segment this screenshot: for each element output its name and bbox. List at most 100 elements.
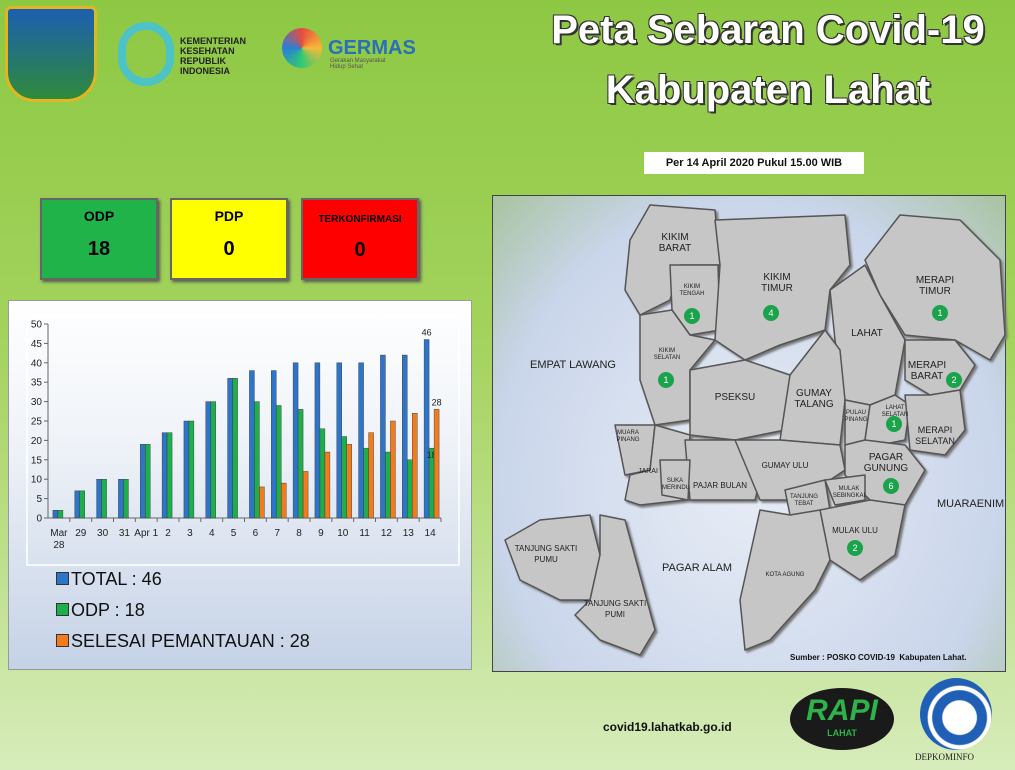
bar xyxy=(254,401,260,519)
y-tick-label: 40 xyxy=(31,358,43,369)
region-label: TANJUNG TEBAT xyxy=(790,494,818,507)
case-count: 1 xyxy=(886,416,902,432)
legend-swatch xyxy=(56,572,69,585)
region-label: MERAPI TIMUR xyxy=(915,275,955,297)
x-tick-label: 13 xyxy=(402,528,414,539)
bar xyxy=(276,405,282,519)
bar xyxy=(281,482,287,519)
bar xyxy=(302,471,309,519)
bar xyxy=(346,444,352,519)
region xyxy=(864,214,1006,361)
y-tick-label: 0 xyxy=(36,514,42,525)
region xyxy=(819,499,906,581)
region xyxy=(714,214,851,361)
bar xyxy=(57,510,64,519)
rapi-sub: LAHAT xyxy=(827,728,857,738)
case-count: 4 xyxy=(763,305,779,321)
legend-swatch xyxy=(56,634,69,647)
region-label: KIKIM TENGAH xyxy=(679,284,705,297)
neighbor-label: PAGAR ALAM xyxy=(662,562,733,574)
x-tick-label: 6 xyxy=(252,528,259,539)
region-label: KIKIM SELATAN xyxy=(653,348,681,361)
x-tick-label: 8 xyxy=(296,528,302,539)
kominfo-logo xyxy=(920,678,992,750)
bar xyxy=(166,432,173,519)
stat-label: ODP xyxy=(83,208,115,224)
germas-title: GERMAS xyxy=(328,37,416,59)
y-tick-label: 20 xyxy=(31,436,43,447)
stat-box: PDP 0 xyxy=(170,198,288,280)
bar xyxy=(145,444,151,519)
data-label: 46 xyxy=(422,328,432,338)
website: covid19.lahatkab.go.id xyxy=(603,720,732,734)
region-label: LAHAT xyxy=(851,328,883,339)
x-tick-label: 31 xyxy=(118,528,130,539)
region-label: TANJUNG SAKTI PUMI xyxy=(583,599,647,619)
x-tick-label: 29 xyxy=(75,528,87,539)
region-label: SUKA MERINDU xyxy=(662,478,690,491)
bar xyxy=(123,478,129,519)
bar xyxy=(412,413,418,519)
region-label: PAJAR BULAN xyxy=(692,481,748,490)
x-tick-label: 2 xyxy=(165,528,171,539)
ministry-name: KEMENTERIAN KESEHATAN REPUBLIK INDONESIA xyxy=(180,36,247,76)
case-count: 1 xyxy=(658,372,674,388)
neighbor-label: EMPAT LAWANG xyxy=(530,359,616,371)
region-label: MERAPI BARAT xyxy=(907,360,947,382)
bar xyxy=(390,420,396,519)
bar xyxy=(324,451,331,519)
stat-value: 18 xyxy=(87,238,111,260)
region-label: MUARA PINANG xyxy=(616,430,640,443)
x-tick-label: 12 xyxy=(380,528,392,539)
stat-label: PDP xyxy=(214,208,244,224)
x-tick-label: 7 xyxy=(274,528,281,539)
case-count: 6 xyxy=(883,478,899,494)
germas-logo xyxy=(282,28,322,68)
region xyxy=(739,509,831,651)
region-label: MULAK SEBINGKAI xyxy=(832,486,866,499)
region-label: KIKIM TIMUR xyxy=(761,272,793,294)
bar xyxy=(79,490,85,519)
bar xyxy=(433,409,440,519)
x-tick-label: 10 xyxy=(337,528,349,539)
data-label: 18 xyxy=(427,450,437,460)
title-line-1: Peta Sebaran Covid-19 xyxy=(551,8,985,52)
regency-emblem xyxy=(5,6,97,102)
x-tick-label: 4 xyxy=(208,528,215,539)
bar xyxy=(259,486,265,519)
region-label: GUMAY TALANG xyxy=(794,388,834,410)
stat-box: TERKONFIRMASI 0 xyxy=(301,198,419,280)
y-tick-label: 50 xyxy=(31,320,43,331)
case-count: 2 xyxy=(946,372,962,388)
region-label: TANJUNG SAKTI PUMU xyxy=(514,544,578,564)
region-label: KIKIM BARAT xyxy=(658,232,692,254)
stat-label: TERKONFIRMASI xyxy=(318,214,402,225)
data-label: 28 xyxy=(432,397,442,407)
source-note: Sumber : POSKO COVID-19 Kabupaten Lahat. xyxy=(790,653,967,662)
bar xyxy=(402,354,408,519)
stat-value: 0 xyxy=(223,238,235,260)
ministry-logo xyxy=(118,22,174,86)
region-label: PULAU PINANG xyxy=(844,410,868,423)
x-tick-label: 14 xyxy=(424,528,436,539)
bar xyxy=(101,478,107,519)
legend-label: ODP : 18 xyxy=(71,600,145,620)
bar xyxy=(188,420,195,519)
bar xyxy=(297,409,304,519)
x-tick-label: 5 xyxy=(230,528,237,539)
region-label: PAGAR GUNUNG xyxy=(863,452,909,474)
rapi-logo: RAPI LAHAT xyxy=(790,688,894,750)
case-count: 1 xyxy=(932,305,948,321)
x-tick-label: Apr 1 xyxy=(134,528,159,539)
x-tick-label: 30 xyxy=(97,528,109,539)
x-tick-label: 3 xyxy=(187,528,193,539)
plot-frame xyxy=(26,314,460,566)
region-label: KOTA AGUNG xyxy=(765,572,805,578)
y-tick-label: 10 xyxy=(31,475,43,486)
region-label: MULAK ULU xyxy=(832,526,878,535)
x-tick-label: 9 xyxy=(318,528,324,539)
legend-label: TOTAL : 46 xyxy=(71,569,162,589)
